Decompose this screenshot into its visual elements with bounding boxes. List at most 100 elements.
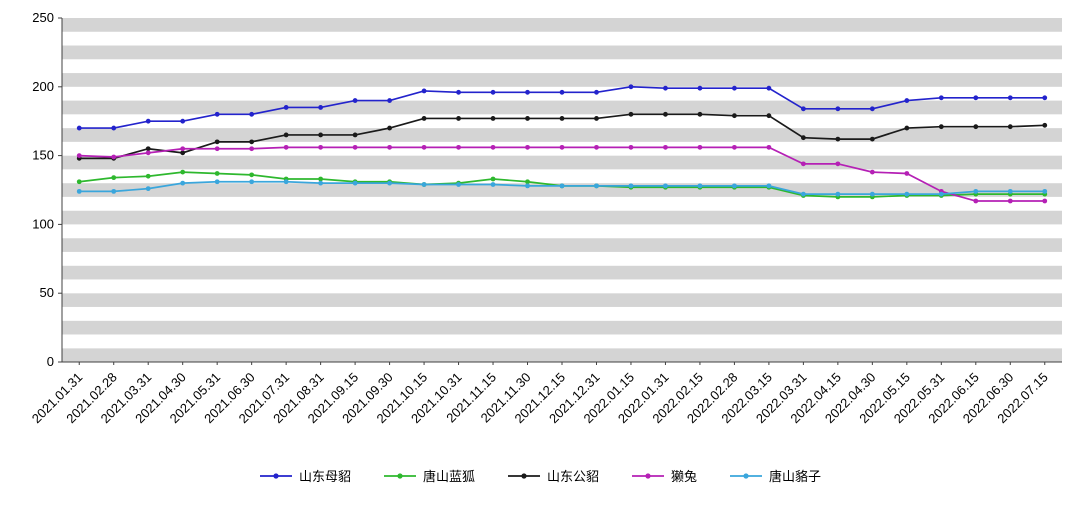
data-point-marker (249, 111, 255, 117)
plot-band (62, 238, 1062, 252)
data-point-marker (869, 136, 875, 142)
data-point-marker (490, 182, 496, 187)
data-point-marker (1042, 188, 1048, 194)
data-point-marker (180, 169, 186, 175)
data-point-marker (697, 111, 703, 117)
data-point-marker (283, 105, 289, 110)
y-axis-tick-label: 100 (32, 216, 54, 231)
data-point-marker (387, 180, 392, 186)
data-point-marker (145, 118, 151, 124)
data-point-marker (421, 144, 427, 150)
plot-band (62, 18, 1062, 32)
data-point-marker (800, 191, 806, 197)
data-point-marker (318, 180, 324, 186)
data-point-marker (973, 198, 979, 204)
legend-label: 山东公貂 (546, 469, 599, 484)
data-point-marker (525, 179, 530, 185)
data-point-marker (869, 169, 875, 175)
plot-band (62, 114, 1062, 129)
data-point-marker (525, 116, 530, 121)
plot-band (62, 73, 1062, 87)
plot-band (62, 265, 1062, 280)
data-point-marker (387, 98, 392, 103)
plot-band (62, 45, 1062, 60)
data-point-marker (180, 180, 186, 186)
y-axis-tick-label: 200 (32, 79, 54, 94)
data-point-marker (594, 144, 599, 150)
data-point-marker (904, 171, 910, 176)
data-point-marker (490, 144, 496, 150)
data-point-marker (904, 191, 910, 197)
legend-item: 山东母貂 (259, 466, 351, 485)
plot-band (62, 155, 1062, 170)
y-axis-tick-label: 150 (32, 148, 54, 163)
chart-canvas: 0501001502002502021.01.312021.02.282021.… (29, 10, 1062, 426)
data-point-marker (1007, 95, 1013, 101)
data-point-marker (318, 105, 324, 110)
data-point-marker (835, 106, 841, 112)
data-point-marker (1042, 198, 1048, 204)
data-point-marker (387, 144, 392, 150)
data-point-marker (594, 183, 599, 189)
data-point-marker (800, 106, 806, 112)
data-point-marker (145, 186, 151, 192)
data-point-marker (352, 132, 358, 138)
data-point-marker (766, 144, 772, 150)
data-point-marker (214, 146, 220, 152)
data-point-marker (490, 116, 496, 121)
data-point-marker (628, 183, 634, 189)
plot-band (62, 210, 1062, 225)
legend-label: 山东母貂 (298, 469, 351, 484)
legend-line-marker-icon (259, 472, 292, 479)
data-point-marker (663, 183, 668, 189)
legend-label: 唐山貉子 (769, 469, 822, 484)
data-point-marker (180, 150, 186, 156)
data-point-marker (973, 95, 979, 101)
data-point-marker (76, 125, 82, 131)
data-point-marker (732, 113, 737, 119)
data-point-marker (214, 111, 220, 117)
data-point-marker (938, 95, 944, 101)
data-point-marker (111, 188, 117, 194)
data-point-marker (732, 144, 737, 150)
data-point-marker (559, 144, 565, 150)
data-point-marker (352, 180, 358, 186)
data-point-marker (525, 89, 530, 95)
plot-band (62, 31, 1062, 46)
data-point-marker (111, 175, 117, 181)
plot-band (62, 279, 1062, 294)
data-point-marker (456, 144, 461, 150)
legend-item: 山东公貂 (507, 466, 599, 485)
data-point-marker (318, 132, 324, 138)
y-axis-tick-label: 0 (47, 354, 54, 369)
data-point-marker (1042, 95, 1048, 101)
data-point-marker (145, 146, 151, 152)
data-point-marker (835, 191, 841, 197)
data-point-marker (456, 89, 461, 95)
data-point-marker (145, 150, 151, 156)
data-point-marker (249, 172, 255, 178)
data-point-marker (1007, 198, 1013, 204)
chart-legend: 山东母貂 唐山蓝狐 山东公貂 獭兔 唐山貉子 (0, 466, 1080, 485)
data-point-marker (525, 144, 530, 150)
plot-band (62, 251, 1062, 266)
plot-band (62, 348, 1062, 362)
legend-item: 唐山貉子 (729, 466, 821, 485)
data-point-marker (697, 144, 703, 150)
data-point-marker (456, 116, 461, 121)
legend-label: 唐山蓝狐 (422, 469, 475, 484)
data-point-marker (456, 182, 461, 187)
legend-label: 獭兔 (671, 469, 698, 484)
data-point-marker (1042, 122, 1048, 128)
data-point-marker (1007, 188, 1013, 194)
plot-band (62, 306, 1062, 321)
data-point-marker (973, 188, 979, 194)
data-point-marker (559, 89, 565, 95)
y-axis-tick-label: 50 (40, 285, 54, 300)
data-point-marker (180, 146, 186, 152)
data-point-marker (697, 85, 703, 91)
data-point-marker (904, 98, 910, 103)
plot-band (62, 320, 1062, 335)
legend-line-marker-icon (383, 472, 416, 479)
data-point-marker (421, 182, 427, 187)
